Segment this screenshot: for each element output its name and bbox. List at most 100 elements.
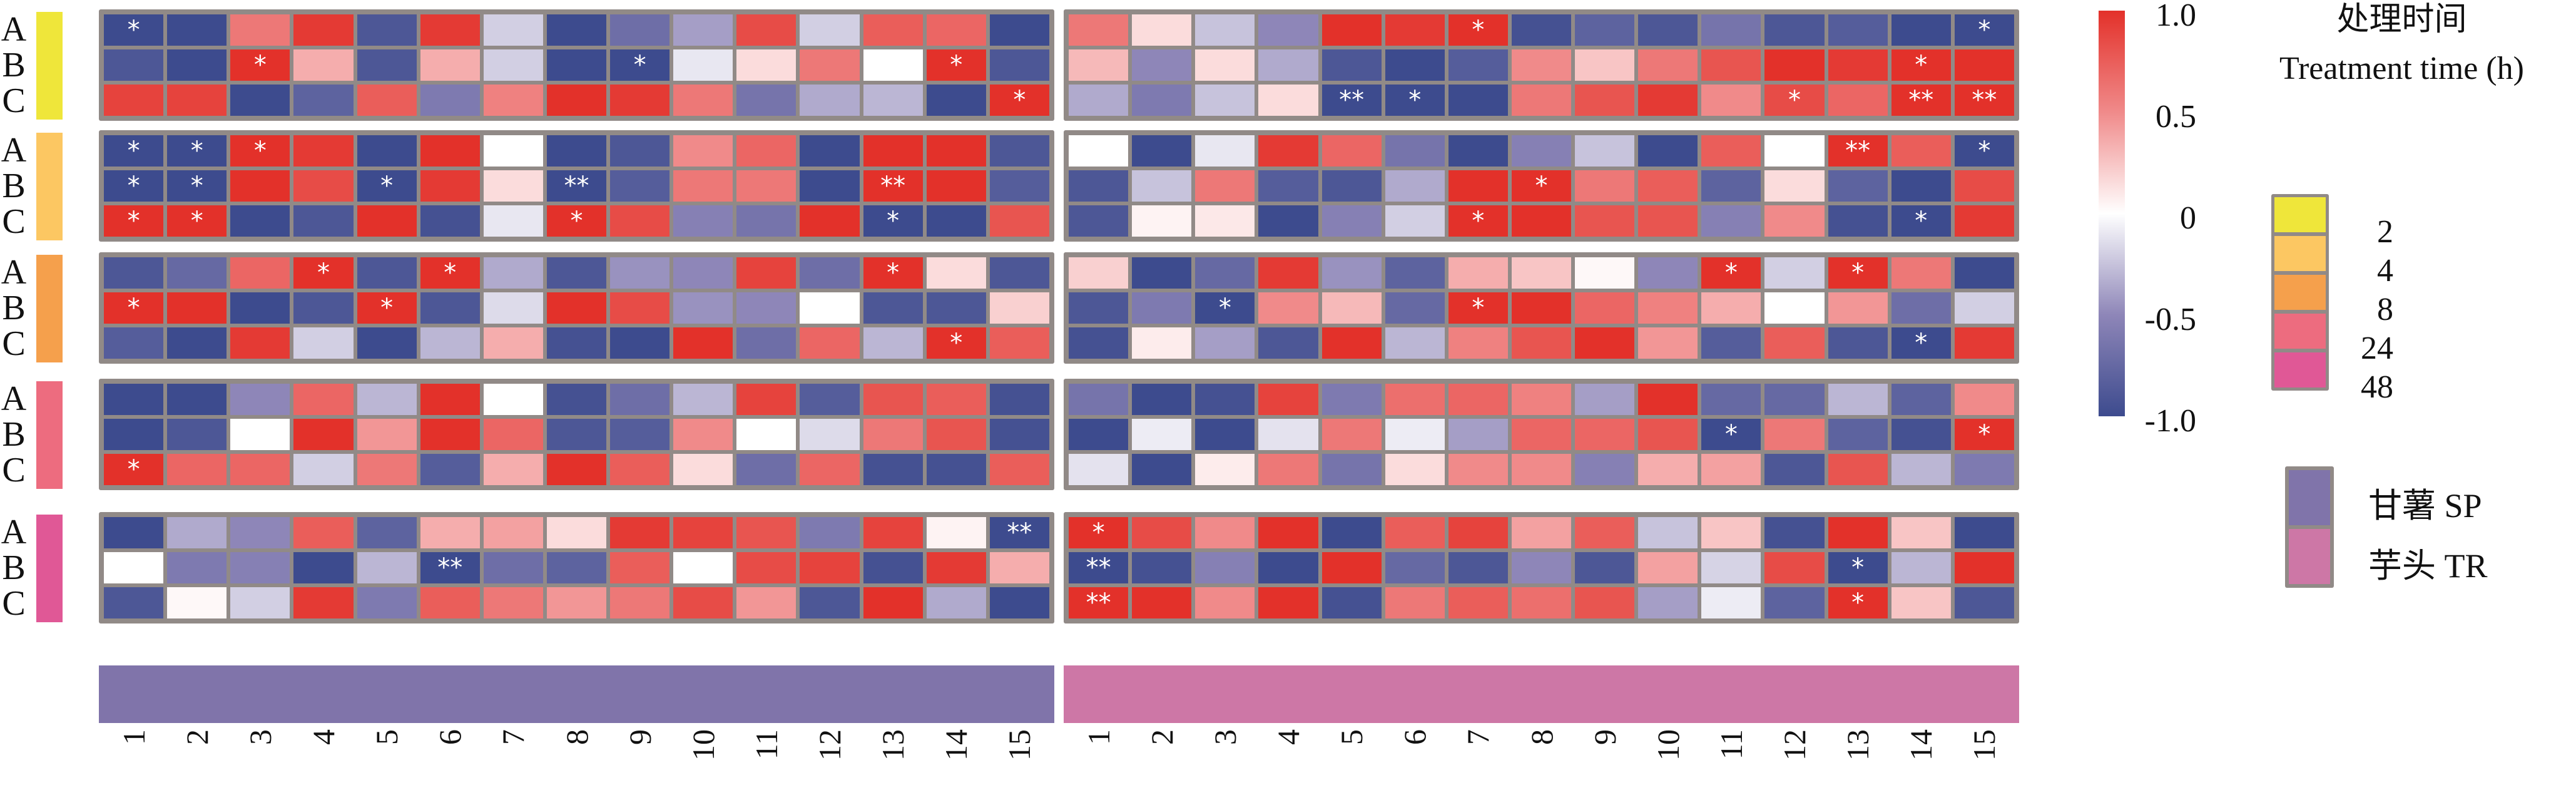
heatmap-cell	[483, 552, 543, 583]
x-tick-label: 12	[812, 729, 848, 761]
heatmap-cell	[1954, 49, 2014, 81]
heatmap-cell	[293, 327, 354, 359]
heatmap-cell	[1258, 135, 1318, 167]
x-tick-label: 11	[748, 729, 784, 760]
heatmap-cell	[1701, 292, 1761, 324]
heatmap-cell	[1891, 419, 1951, 450]
heatmap-cell	[104, 49, 164, 81]
heatmap-cell	[1195, 419, 1255, 450]
heatmap-cell	[293, 552, 354, 583]
heatmap-cell	[420, 14, 480, 46]
heatmap-cell	[1132, 135, 1192, 167]
heatmap-cell	[167, 419, 227, 450]
heatmap-cell	[420, 135, 480, 167]
heatmap-cell: **	[546, 170, 607, 202]
heatmap-cell: *	[357, 292, 417, 324]
significance-mark: *	[1851, 259, 1865, 287]
heatmap-cell	[1195, 327, 1255, 359]
heatmap-cell	[989, 170, 1049, 202]
heatmap-cell: **	[1954, 85, 2014, 116]
heatmap-cell	[1195, 257, 1255, 289]
heatmap-cell	[1891, 257, 1951, 289]
row-label: B	[2, 548, 26, 587]
heatmap-cell: *	[104, 454, 164, 485]
heatmap-cell	[1891, 517, 1951, 548]
heatmap-cell	[293, 14, 354, 46]
significance-mark: **	[1086, 553, 1111, 582]
heatmap-cell	[1132, 170, 1192, 202]
heatmap-cell	[1258, 49, 1318, 81]
heatmap-cell: **	[1891, 85, 1951, 116]
heatmap-cell	[1321, 454, 1382, 485]
heatmap-cell	[926, 257, 986, 289]
heatmap-cell: **	[863, 170, 923, 202]
heatmap-cell	[673, 384, 733, 415]
heatmap-cell	[863, 49, 923, 81]
heatmap-cell	[1258, 257, 1318, 289]
heatmap-cell	[420, 587, 480, 618]
heatmap-cell	[1069, 14, 1129, 46]
heatmap-cell	[736, 49, 797, 81]
heatmap-cell	[1385, 170, 1445, 202]
heatmap-cell	[736, 205, 797, 237]
heatmap-cell	[1764, 292, 1825, 324]
significance-mark: *	[1915, 51, 1928, 80]
heatmap-cell	[736, 384, 797, 415]
heatmap-cell	[1764, 517, 1825, 548]
heatmap-cell: *	[1448, 14, 1508, 46]
heatmap-cell	[293, 517, 354, 548]
heatmap-cell	[293, 454, 354, 485]
heatmap-cell	[1511, 552, 1572, 583]
heatmap-cell	[1132, 587, 1192, 618]
heatmap-cell	[357, 205, 417, 237]
heatmap-cell	[1638, 14, 1698, 46]
heatmap-cell	[167, 49, 227, 81]
significance-mark: *	[127, 172, 140, 200]
heatmap-cell	[1132, 257, 1192, 289]
time-legend-swatch	[2274, 236, 2326, 271]
heatmap-cell	[483, 454, 543, 485]
heatmap-cell	[1385, 292, 1445, 324]
heatmap-cell	[483, 170, 543, 202]
colorbar-tick-label: 1.0	[2156, 0, 2196, 33]
colorbar-tick-label: -0.5	[2144, 302, 2196, 337]
heatmap-cell	[989, 49, 1049, 81]
heatmap-cell	[610, 327, 670, 359]
heatmap-cell	[800, 135, 860, 167]
heatmap-cell	[1575, 14, 1635, 46]
x-tick-label: 3	[1207, 729, 1243, 745]
heatmap-cell	[1764, 205, 1825, 237]
heatmap-cell	[546, 327, 607, 359]
heatmap-cell	[1701, 85, 1761, 116]
heatmap-cell	[926, 135, 986, 167]
x-tick-label: 6	[1397, 729, 1433, 745]
heatmap-cell	[610, 384, 670, 415]
heatmap-cell	[293, 135, 354, 167]
heatmap-cell	[1321, 587, 1382, 618]
heatmap-cell	[673, 205, 733, 237]
heatmap-cell	[1828, 170, 1888, 202]
heatmap-cell	[483, 517, 543, 548]
heatmap-cell	[1511, 14, 1572, 46]
heatmap-cell	[1448, 454, 1508, 485]
heatmap-cell	[1701, 454, 1761, 485]
heatmap-cell	[926, 517, 986, 548]
heatmap-cell	[167, 327, 227, 359]
heatmap-cell	[1195, 135, 1255, 167]
heatmap-cell: *	[1954, 135, 2014, 167]
heatmap-cell	[1638, 587, 1698, 618]
significance-mark: *	[1472, 16, 1485, 44]
heatmap-cell	[230, 384, 290, 415]
heatmap-cell	[989, 135, 1049, 167]
heatmap-cell	[1448, 517, 1508, 548]
heatmap-block-2h: * * * ** * * ** **	[1064, 9, 2019, 121]
heatmap-cell	[1448, 170, 1508, 202]
heatmap-cell	[230, 552, 290, 583]
heatmap-cell: *	[104, 292, 164, 324]
heatmap-cell	[1575, 419, 1635, 450]
heatmap-cell	[546, 587, 607, 618]
heatmap-cell	[1385, 135, 1445, 167]
heatmap-cell	[230, 85, 290, 116]
heatmap-cell	[483, 85, 543, 116]
x-tick-label: 10	[1650, 729, 1686, 761]
